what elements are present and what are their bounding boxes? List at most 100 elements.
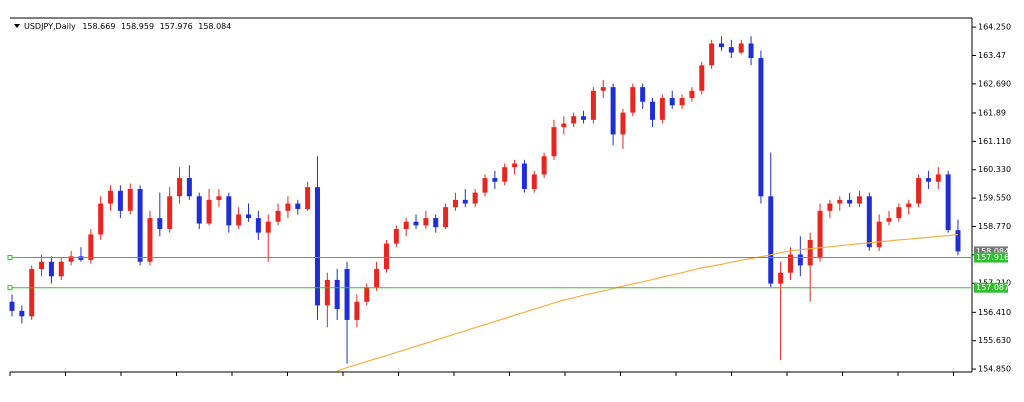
candle-body <box>669 98 675 106</box>
candle-body <box>876 221 882 248</box>
candle-body <box>541 156 547 175</box>
candle-body <box>916 178 922 204</box>
horizontal-line-label: 157.916 <box>976 253 1009 262</box>
high-value: 158.959 <box>121 22 154 31</box>
candle-body <box>19 310 25 317</box>
candle-body <box>354 301 360 320</box>
candle-body <box>452 199 458 208</box>
candle-body <box>699 65 705 91</box>
y-tick-label: 162.690 <box>978 79 1011 88</box>
candle-body <box>640 87 646 102</box>
horizontal-line-marker <box>7 255 13 261</box>
candle-body <box>600 87 606 91</box>
candle-body <box>886 218 892 222</box>
candle-body <box>157 218 163 230</box>
plot-area <box>9 36 961 376</box>
horizontal-line-label-box <box>974 252 1008 263</box>
candle-body <box>98 203 104 235</box>
candle-body <box>856 196 862 204</box>
candle-body <box>925 178 931 182</box>
candle-body <box>768 196 774 284</box>
candle-body <box>512 163 518 168</box>
horizontal-line-marker <box>7 285 13 291</box>
candle-body <box>797 254 803 266</box>
y-tick-label: 161.89 <box>978 108 1006 117</box>
chart-header: USDJPY,Daily 158.669 158.959 157.976 158… <box>24 22 231 31</box>
candle-body <box>492 178 498 182</box>
candle-body <box>590 90 596 120</box>
candle-body <box>186 178 192 197</box>
candle-body <box>787 254 793 273</box>
candle-body <box>758 58 764 197</box>
candle-body <box>29 269 35 317</box>
candle-body <box>837 199 843 204</box>
moving-average <box>337 233 959 372</box>
candle-body <box>945 174 951 231</box>
y-tick-label: 164.250 <box>978 23 1011 32</box>
candle-body <box>255 218 261 233</box>
candle-body <box>620 112 626 135</box>
candle-body <box>383 243 389 270</box>
candle-body <box>9 301 15 311</box>
candle-body <box>443 207 449 228</box>
candle-body <box>137 188 143 262</box>
candle-body <box>906 203 912 208</box>
candle-body <box>344 269 350 320</box>
horizontal-line-label: 157.087 <box>976 283 1009 292</box>
candle-body <box>295 203 301 210</box>
candle-body <box>827 203 833 211</box>
candle-body <box>482 178 488 193</box>
open-value: 158.669 <box>82 22 115 31</box>
candle-body <box>206 199 212 224</box>
candle-body <box>108 190 114 204</box>
candle-body <box>314 187 320 306</box>
price-label: 158.084 <box>976 247 1009 256</box>
y-tick-label: 154.850 <box>978 365 1011 374</box>
candle-body <box>305 187 311 210</box>
candle-body <box>413 221 419 226</box>
candle-body <box>226 196 232 226</box>
candle-body <box>817 210 823 259</box>
candle-body <box>738 43 744 53</box>
candle-body <box>659 98 665 120</box>
candle-body <box>78 256 84 260</box>
candle-body <box>167 196 173 230</box>
candle-body <box>403 221 409 230</box>
candle-body <box>630 87 636 113</box>
candle-body <box>561 123 567 128</box>
candle-body <box>531 174 537 189</box>
low-value: 157.976 <box>160 22 193 31</box>
candle-body <box>581 116 587 120</box>
candle-body <box>935 174 941 182</box>
candle-body <box>719 43 724 48</box>
candle-body <box>778 272 784 284</box>
candle-body <box>127 188 133 211</box>
close-value: 158.084 <box>198 22 231 31</box>
candle-body <box>275 210 281 222</box>
candle-body <box>955 230 961 252</box>
candle-body <box>689 90 695 99</box>
candle-body <box>236 214 242 226</box>
candle-body <box>177 178 183 197</box>
candle-body <box>551 127 557 157</box>
candle-body <box>679 98 685 106</box>
candle-body <box>866 196 872 248</box>
horizontal-line-label-box <box>974 282 1008 293</box>
y-tick-label: 160.330 <box>978 165 1011 174</box>
candle-body <box>571 116 577 124</box>
candle-body <box>285 203 291 211</box>
candle-body <box>88 234 94 260</box>
candle-body <box>807 239 813 266</box>
y-tick-label: 156.410 <box>978 308 1011 317</box>
menu-arrow <box>14 24 20 28</box>
candle-body <box>58 261 64 277</box>
candle-body <box>364 287 370 302</box>
candle-body <box>896 207 902 219</box>
candle-body <box>502 167 508 182</box>
candle-body <box>748 43 754 59</box>
candle-body <box>68 256 74 262</box>
candle-body <box>324 279 330 306</box>
y-tick-label: 158.770 <box>978 222 1011 231</box>
candle-body <box>246 214 251 219</box>
